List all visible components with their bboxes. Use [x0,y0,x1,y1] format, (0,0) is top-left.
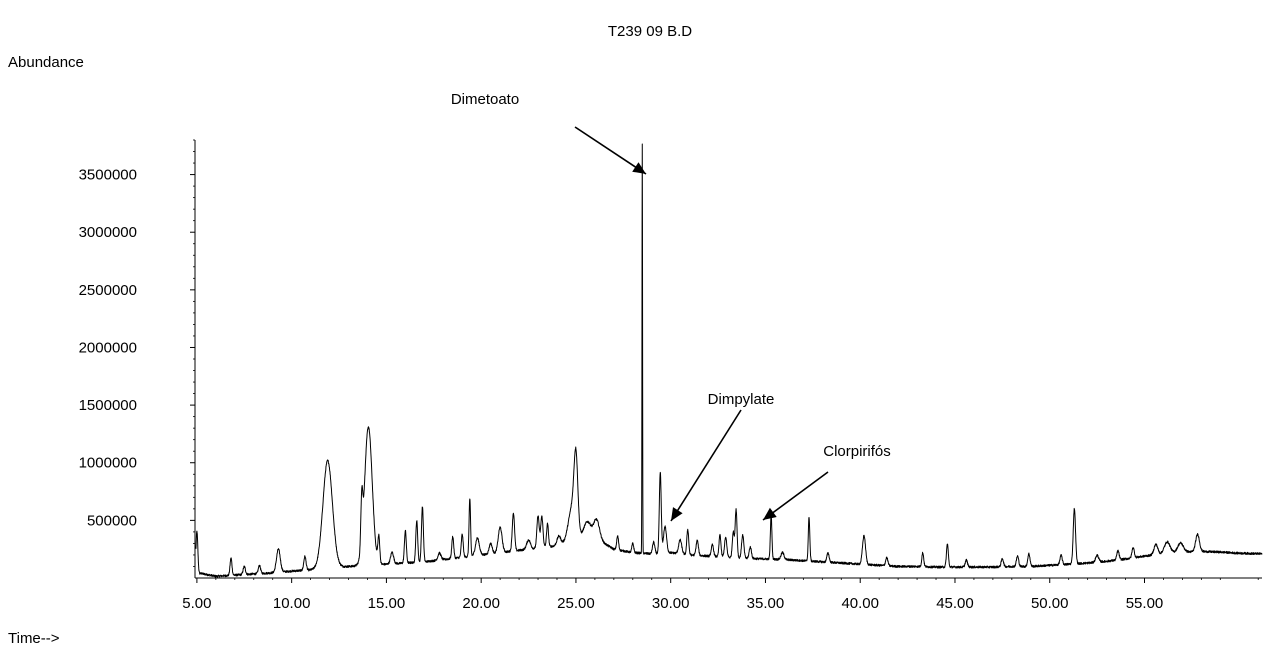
y-tick-label: 3500000 [79,167,137,184]
x-tick-label: 20.00 [462,595,500,612]
annotation-arrow-shaft [762,471,829,521]
y-tick-label: 2000000 [79,339,137,356]
x-tick-label: 15.00 [368,595,406,612]
x-tick-label: 35.00 [747,595,785,612]
y-tick-label: 2500000 [79,282,137,299]
annotation-label: Clorpirifós [823,443,891,460]
annotation-label: Dimpylate [708,391,775,408]
y-tick-label: 500000 [87,512,137,529]
x-tick-label: 10.00 [273,595,311,612]
signal-trace [195,143,1263,578]
annotations: Dimetoato Dimpylate Clorpirifós [451,91,891,522]
ticks: 5.00 10.00 15.00 20.00 25.00 30.00 35.00 40.00 4… [79,139,1259,612]
y-tick-label: 1000000 [79,455,137,472]
y-axis-label: Abundance [8,54,84,71]
annotation-label: Dimetoato [451,91,519,108]
x-tick-label: 45.00 [936,595,974,612]
x-tick-label: 25.00 [557,595,595,612]
annotation-arrow-shaft [574,126,647,175]
annotation-arrow-head [632,162,646,174]
annotation-arrow-shaft [670,409,742,522]
x-tick-label: 30.00 [652,595,690,612]
x-axis-label: Time--> [8,630,60,647]
axes [194,140,1262,579]
x-tick-label: 40.00 [841,595,879,612]
annotation-arrow-head [763,507,777,520]
y-tick-label: 1500000 [79,397,137,414]
chart-title: T239 09 B.D [608,23,692,40]
annotation-arrow-head [671,507,683,521]
x-tick-label: 5.00 [182,595,211,612]
y-tick-label: 3000000 [79,224,137,241]
x-tick-label: 55.00 [1126,595,1164,612]
x-tick-label: 50.00 [1031,595,1069,612]
